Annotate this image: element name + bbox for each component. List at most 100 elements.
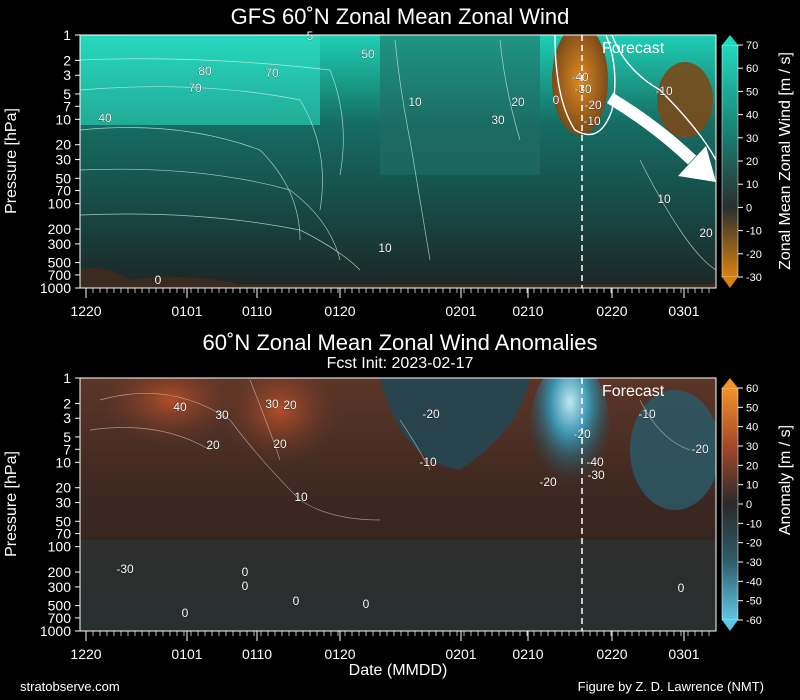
top-forecast-label: Forecast xyxy=(602,40,665,57)
bottom-forecast-label: Forecast xyxy=(602,383,665,400)
contour-label: 20 xyxy=(511,95,525,109)
colorbar-tick-label: 40 xyxy=(746,110,758,122)
contour-label: 30 xyxy=(215,408,229,422)
y-tick-label: 1000 xyxy=(40,623,71,639)
contour-label: 10 xyxy=(408,95,422,109)
x-tick-label: 0101 xyxy=(171,303,202,319)
colorbar-tick-label: 0 xyxy=(746,499,752,511)
y-tick-label: 1 xyxy=(63,370,71,386)
contour-label: 80 xyxy=(198,64,212,78)
contour-label: 40 xyxy=(98,111,112,125)
contour-label: 30 xyxy=(491,113,505,127)
top-colorbar xyxy=(721,44,739,278)
top-field xyxy=(80,35,716,288)
bottom-colorbar-min-arrow xyxy=(722,620,738,631)
x-tick-label: 0101 xyxy=(171,646,202,662)
contour-label: -10 xyxy=(655,84,673,98)
y-tick-label: 2 xyxy=(63,395,71,411)
colorbar-tick-label: -50 xyxy=(746,596,762,608)
contour-label: 20 xyxy=(283,398,297,412)
contour-label: 0 xyxy=(182,606,189,620)
colorbar-tick-label: -20 xyxy=(746,538,762,550)
y-tick-label: 5 xyxy=(63,429,71,445)
y-tick-label: 200 xyxy=(48,221,72,237)
contour-label: -20 xyxy=(691,442,709,456)
y-tick-label: 20 xyxy=(55,480,71,496)
contour-label: 70 xyxy=(188,81,202,95)
y-tick-label: 500 xyxy=(48,255,72,271)
contour-label: -20 xyxy=(422,407,440,421)
x-tick-label: 0301 xyxy=(668,303,699,319)
top-colorbar-label: Zonal Mean Zonal Wind [m / s] xyxy=(777,52,794,270)
y-tick-label: 7 xyxy=(63,98,71,114)
colorbar-tick-label: 50 xyxy=(746,86,758,98)
colorbar-tick-label: -20 xyxy=(746,249,762,261)
contour-label: -20 xyxy=(539,475,557,489)
footer-right: Figure by Z. D. Lawrence (NMT) xyxy=(577,679,764,694)
footer-left: stratobserve.com xyxy=(20,679,120,694)
contour-label: -30 xyxy=(574,82,592,96)
contour-label: -40 xyxy=(586,455,604,469)
contour-label: 0 xyxy=(553,93,560,107)
colorbar-tick-label: 50 xyxy=(746,402,758,414)
contour-label: -20 xyxy=(584,98,602,112)
colorbar-tick-label: 20 xyxy=(746,156,758,168)
y-tick-label: 30 xyxy=(55,152,71,168)
colorbar-tick-label: 70 xyxy=(746,40,758,52)
contour-label: 10 xyxy=(657,192,671,206)
y-tick-label: 20 xyxy=(55,137,71,153)
bottom-chart-subtitle: Fcst Init: 2023-02-17 xyxy=(326,355,474,372)
y-tick-label: 300 xyxy=(48,579,72,595)
bottom-ylabel: Pressure [hPa] xyxy=(3,451,20,557)
contour-label: -40 xyxy=(571,70,589,84)
y-tick-label: 1 xyxy=(63,27,71,43)
y-tick-label: 3 xyxy=(63,410,71,426)
x-tick-label: 0220 xyxy=(596,303,627,319)
y-tick-label: 10 xyxy=(55,454,71,470)
top-chart-title: GFS 60˚N Zonal Mean Zonal Wind xyxy=(230,4,570,29)
colorbar-tick-label: 40 xyxy=(746,422,758,434)
contour-label: 50 xyxy=(361,47,375,61)
contour-label: -30 xyxy=(587,468,605,482)
colorbar-tick-label: 60 xyxy=(746,63,758,75)
y-tick-label: 100 xyxy=(48,196,72,212)
y-tick-label: 500 xyxy=(48,598,72,614)
contour-label: 70 xyxy=(265,66,279,80)
y-tick-label: 2 xyxy=(63,52,71,68)
top-ylabel: Pressure [hPa] xyxy=(3,108,20,214)
colorbar-tick-label: 30 xyxy=(746,441,758,453)
contour-label: 0 xyxy=(293,594,300,608)
contour-label: 0 xyxy=(242,565,249,579)
x-tick-label: 0210 xyxy=(512,303,543,319)
contour-label: -10 xyxy=(583,114,601,128)
top-colorbar-max-arrow xyxy=(722,35,738,45)
colorbar-tick-label: 60 xyxy=(746,383,758,395)
y-tick-label: 700 xyxy=(48,267,72,283)
y-tick-label: 70 xyxy=(55,526,71,542)
contour-label: 0 xyxy=(242,579,249,593)
colorbar-tick-label: -40 xyxy=(746,576,762,588)
x-tick-label: 0201 xyxy=(445,303,476,319)
contour-label: 20 xyxy=(699,226,713,240)
x-tick-label: 0220 xyxy=(596,646,627,662)
y-tick-label: 10 xyxy=(55,111,71,127)
contour-label: 10 xyxy=(294,490,308,504)
colorbar-tick-label: -60 xyxy=(746,615,762,627)
colorbar-tick-label: 10 xyxy=(746,480,758,492)
y-tick-label: 300 xyxy=(48,236,72,252)
colorbar-tick-label: 20 xyxy=(746,460,758,472)
colorbar-tick-label: 10 xyxy=(746,179,758,191)
y-tick-label: 70 xyxy=(55,183,71,199)
trend-arrow xyxy=(606,92,716,182)
colorbar-tick-label: 30 xyxy=(746,133,758,145)
contour-label: -30 xyxy=(116,562,134,576)
contour-label: 0 xyxy=(363,597,370,611)
x-tick-label: 0301 xyxy=(668,646,699,662)
bottom-xlabel: Date (MMDD) xyxy=(349,662,448,679)
contour-label: 10 xyxy=(378,241,392,255)
y-tick-label: 700 xyxy=(48,610,72,626)
y-tick-label: 30 xyxy=(55,495,71,511)
contour-label: 40 xyxy=(173,400,187,414)
y-tick-label: 50 xyxy=(55,170,71,186)
